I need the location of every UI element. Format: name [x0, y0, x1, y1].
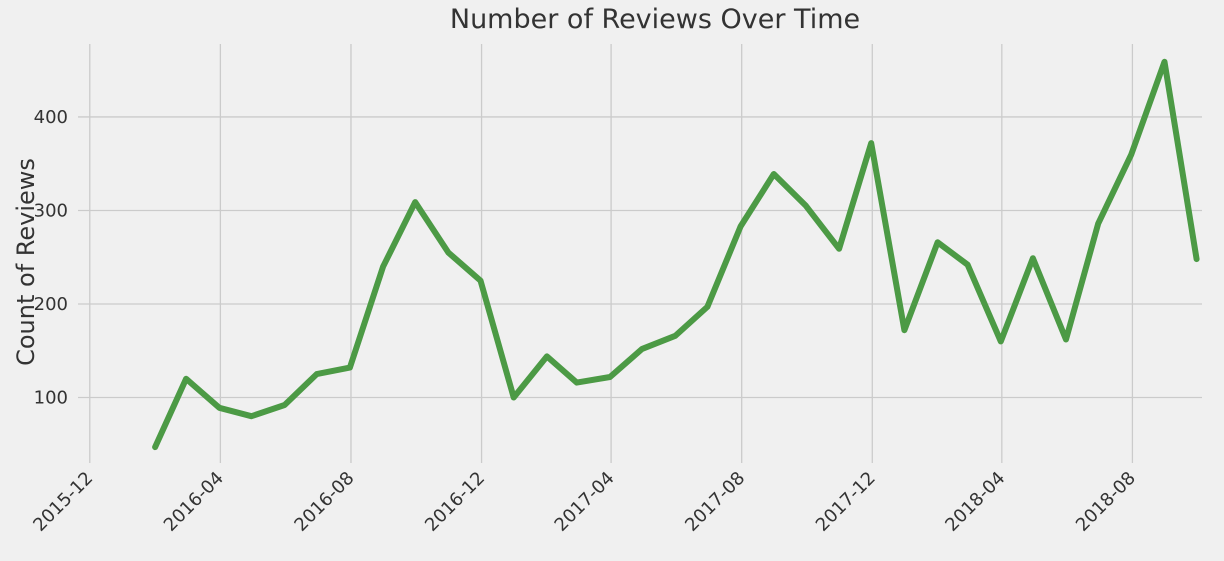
x-tick-labels: 2015-12 2016-04 2016-08 2016-12 2017-04 2017-…: [29, 468, 1140, 536]
y-tick-label: 100: [34, 388, 68, 409]
x-tick-label: 2016-04: [160, 468, 228, 536]
y-tick-label: 400: [34, 107, 68, 128]
x-tick-label: 2018-08: [1072, 468, 1140, 536]
chart-title: Number of Reviews Over Time: [450, 4, 860, 35]
y-axis-label: Count of Reviews: [12, 158, 40, 366]
x-tick-label: 2017-08: [681, 468, 749, 536]
x-tick-label: 2017-04: [551, 468, 619, 536]
x-tick-label: 2018-04: [941, 468, 1009, 536]
y-tick-label: 200: [34, 294, 68, 315]
series-line: [152, 58, 1200, 451]
x-tick-label: 2016-12: [421, 468, 489, 536]
series-layer: [152, 58, 1200, 451]
x-tick-label: 2016-08: [290, 468, 358, 536]
x-tick-label: 2017-12: [812, 468, 880, 536]
x-tick-label: 2015-12: [29, 468, 97, 536]
x-gridlines: [89, 44, 1134, 463]
y-tick-label: 300: [34, 200, 68, 221]
y-tick-labels: 100 200 300 400: [34, 107, 68, 409]
y-gridlines: [78, 116, 1202, 399]
